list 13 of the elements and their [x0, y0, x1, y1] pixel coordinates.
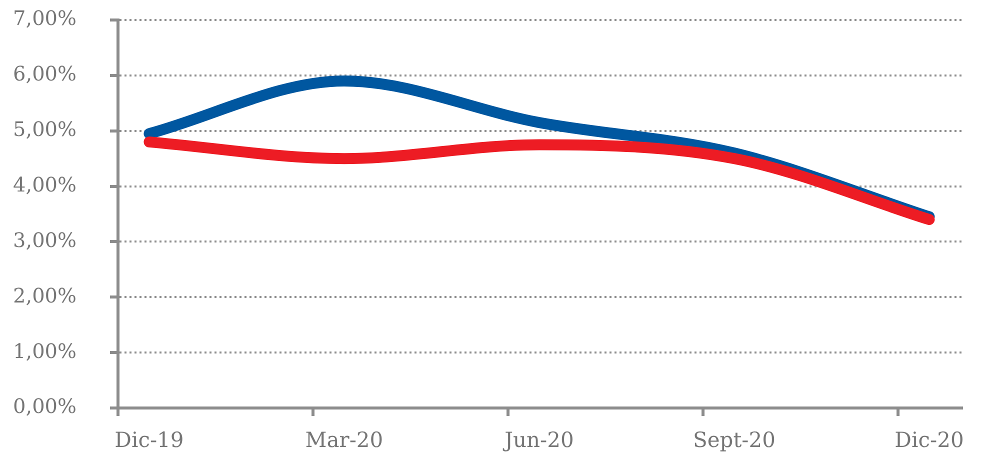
y-tick-label: 1,00%: [13, 338, 77, 363]
y-tick-label: 5,00%: [13, 117, 77, 142]
y-tick-label: 2,00%: [13, 283, 77, 308]
x-tick-label: Mar-20: [305, 428, 384, 452]
y-tick-label: 3,00%: [13, 228, 77, 252]
y-tick-label: 0,00%: [13, 394, 77, 418]
x-tick-label: Dic-20: [894, 428, 964, 452]
y-tick-label: 6,00%: [13, 62, 77, 86]
x-tick-label: Dic-19: [114, 428, 184, 452]
y-tick-label: 7,00%: [13, 6, 77, 30]
y-tick-label: 4,00%: [13, 172, 77, 196]
x-tick-label: Sept-20: [692, 428, 776, 452]
x-tick-label: Jun-20: [502, 428, 574, 452]
